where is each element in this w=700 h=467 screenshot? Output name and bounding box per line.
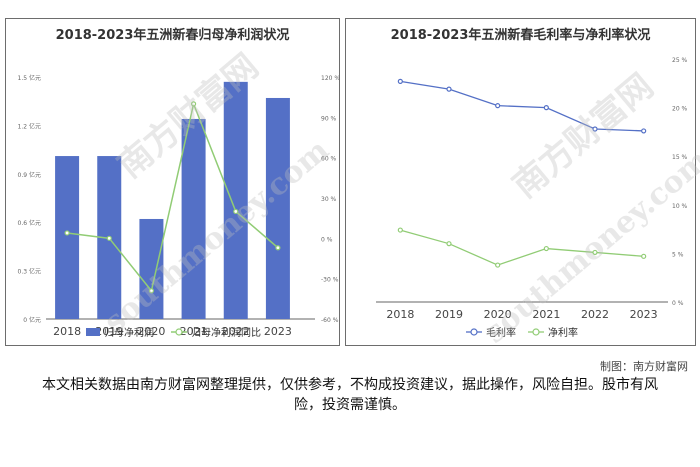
chart-title: 2018-2023年五洲新春归母净利润状况 (55, 28, 290, 43)
x-tick-label: 2019 (95, 325, 123, 338)
margin-chart: 25 % 20 % 15 % 10 % 5 % 0 % 2018 2019 2020 2021 20… (376, 57, 688, 339)
y-left-tick-label: 1.2 亿元 (18, 122, 41, 130)
net-profit-chart: 1.5 亿元 1.2 亿元 0.9 亿元 0.6 亿元 0.3 亿元 0 亿元 120 % 9… (18, 74, 339, 339)
point-gross-margin (495, 103, 501, 109)
x-tick-label: 2019 (435, 308, 463, 321)
legend-label-gross-margin: 毛利率 (486, 326, 516, 339)
x-tick-label: 2022 (222, 325, 250, 338)
point-gross-margin (641, 128, 647, 134)
x-tick-label: 2021 (532, 308, 560, 321)
legend-label-net-margin: 净利率 (548, 326, 578, 339)
point-net-margin (397, 227, 403, 233)
y-left-tick-label: 0.3 亿元 (18, 268, 41, 276)
chart-credit: 制图：南方财富网 (600, 360, 688, 373)
y-right-tick-label: 30 % (321, 196, 337, 203)
y-right-tick-label: 25 % (672, 57, 688, 64)
point-gross-margin (397, 78, 403, 84)
point-net-profit-yoy (233, 208, 239, 215)
y-right-tick-label: -60 % (321, 317, 339, 324)
y-right-tick-label: 120 % (321, 75, 339, 82)
y-right-tick-label: 0 % (321, 236, 333, 243)
y-right-tick-label: 90 % (321, 115, 337, 122)
y-right-tick-label: 0 % (672, 300, 684, 307)
legend-label-net-profit: 归母净利润 (104, 326, 154, 339)
point-net-margin (543, 245, 549, 252)
point-net-profit-yoy (148, 288, 155, 294)
legend-label-net-profit-yoy: 归母净利润同比 (191, 326, 261, 339)
y-right-tick-label: 5 % (672, 251, 684, 258)
x-tick-label: 2023 (630, 308, 658, 321)
y-right-tick-label: 60 % (321, 156, 337, 163)
y-right-tick-label: 20 % (672, 106, 688, 113)
y-right-tick-label: 10 % (672, 203, 688, 210)
series-line-net-margin (400, 229, 644, 266)
bar-net-profit (139, 218, 164, 319)
point-net-margin (446, 241, 452, 247)
x-tick-label: 2022 (581, 308, 609, 321)
bar-net-profit (55, 156, 80, 319)
series-line-net-profit-yoy (66, 101, 279, 293)
net-profit-chart-panel: 2018-2023年五洲新春归母净利润状况 1.5 亿元 1.2 亿元 0.9 亿元… (5, 18, 340, 346)
y-left-tick-label: 0.6 亿元 (18, 219, 41, 227)
x-tick-label: 2021 (180, 325, 208, 338)
point-net-margin (592, 249, 598, 256)
x-tick-label: 2018 (53, 325, 81, 338)
point-net-profit-yoy (190, 101, 197, 107)
point-gross-margin (543, 104, 549, 111)
bar-net-profit (223, 81, 248, 319)
y-left-tick-label: 1.5 亿元 (18, 74, 41, 82)
margin-chart-panel: 2018-2023年五洲新春毛利率与净利率状况 25 % 20 % 15 % 10 %… (345, 18, 700, 350)
bar-net-profit (181, 118, 206, 320)
y-left-tick-label: 0 亿元 (23, 316, 41, 324)
series-line-gross-margin (400, 80, 644, 132)
disclaimer-text: 本文相关数据由南方财富网整理提供，仅供参考，不构成投资建议，据此操作，风险自担。… (42, 377, 658, 413)
x-tick-label: 2018 (386, 308, 414, 321)
point-net-margin (641, 253, 647, 259)
legend-marker-net-margin (532, 328, 540, 336)
x-tick-label: 2023 (264, 325, 292, 338)
y-right-tick-label: 15 % (672, 154, 688, 161)
bar-net-profit (265, 97, 290, 320)
point-net-margin (495, 262, 501, 268)
point-gross-margin (446, 86, 452, 92)
legend-swatch-net-profit (86, 328, 100, 336)
legend-marker-gross-margin (470, 328, 478, 336)
point-net-profit-yoy (275, 245, 281, 251)
point-net-profit-yoy (106, 235, 112, 241)
x-tick-label: 2020 (137, 325, 165, 338)
y-right-tick-label: -30 % (321, 277, 339, 284)
point-gross-margin (592, 126, 598, 132)
x-tick-label: 2020 (484, 308, 512, 321)
y-left-tick-label: 0.9 亿元 (18, 171, 41, 179)
legend-marker-net-profit-yoy (175, 328, 183, 336)
chart-title: 2018-2023年五洲新春毛利率与净利率状况 (390, 28, 651, 43)
point-net-profit-yoy (64, 230, 70, 236)
